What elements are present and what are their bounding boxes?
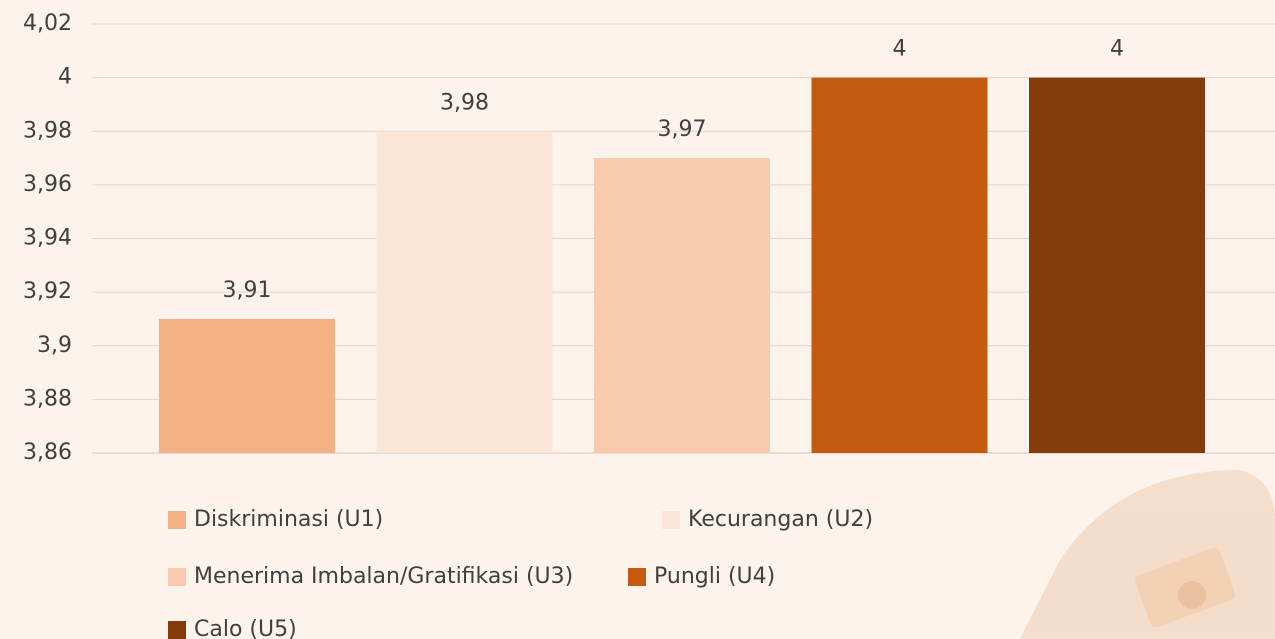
y-tick-label: 3,88 — [23, 386, 72, 411]
value-label: 4 — [1110, 37, 1124, 62]
legend-swatch — [662, 511, 680, 529]
bar — [159, 319, 335, 453]
y-tick-label: 3,86 — [23, 440, 72, 465]
legend-label: Menerima Imbalan/Gratifikasi (U3) — [194, 564, 573, 589]
legend-label: Pungli (U4) — [654, 564, 775, 589]
y-tick-label: 4,02 — [23, 11, 72, 36]
legend-swatch — [628, 568, 646, 586]
y-tick-label: 3,92 — [23, 279, 72, 304]
y-tick-label: 3,94 — [23, 226, 72, 251]
bar — [1029, 78, 1205, 453]
legend-swatch — [168, 621, 186, 639]
legend-label: Kecurangan (U2) — [688, 507, 873, 532]
legend-label: Diskriminasi (U1) — [194, 507, 383, 532]
legend-swatch — [168, 568, 186, 586]
y-tick-label: 3,96 — [23, 172, 72, 197]
value-label: 3,98 — [440, 90, 489, 115]
bar — [594, 158, 770, 453]
value-label: 3,91 — [223, 278, 272, 303]
y-tick-label: 3,98 — [23, 118, 72, 143]
decoration — [1020, 470, 1275, 639]
value-label: 4 — [893, 37, 907, 62]
value-label: 3,97 — [658, 117, 707, 142]
y-tick-label: 4 — [58, 65, 72, 90]
legend-label: Calo (U5) — [194, 617, 297, 639]
chart: 3,86 3,88 3,9 3,92 3,94 3,96 3,98 4 4,02 3,91 3,98… — [0, 0, 1275, 639]
bar — [377, 131, 553, 453]
bar — [812, 78, 988, 453]
y-tick-label: 3,9 — [37, 333, 72, 358]
legend-swatch — [168, 511, 186, 529]
